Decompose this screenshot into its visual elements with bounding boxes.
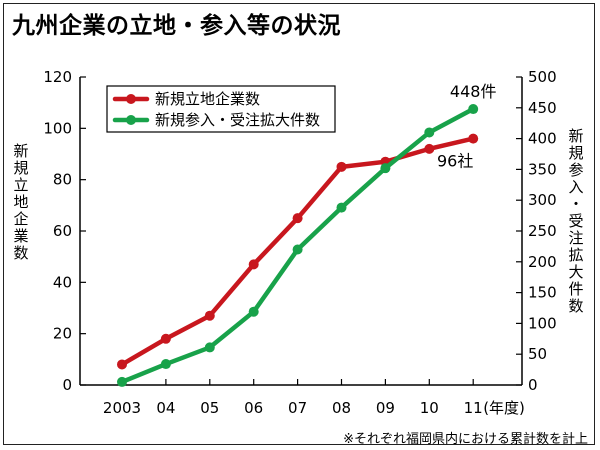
left-tick-label: 40 xyxy=(53,273,72,291)
green-end-label: 448件 xyxy=(450,82,497,101)
left-tick-label: 0 xyxy=(62,376,72,394)
right-tick-label: 350 xyxy=(528,160,557,178)
right-tick-label: 0 xyxy=(528,376,538,394)
data-point xyxy=(424,127,435,138)
data-point xyxy=(117,376,127,387)
x-tick-label: 10 xyxy=(420,399,439,417)
right-tick-label: 450 xyxy=(528,99,557,117)
left-tick-label: 100 xyxy=(43,119,72,137)
data-point xyxy=(204,310,215,321)
x-tick-label: 09 xyxy=(376,399,395,417)
data-point xyxy=(248,306,259,317)
left-tick-label: 80 xyxy=(53,171,72,189)
x-axis-unit: (年度) xyxy=(483,399,525,417)
data-point xyxy=(292,244,303,255)
data-point xyxy=(336,161,347,172)
left-tick-label: 20 xyxy=(53,325,72,343)
data-point xyxy=(248,259,259,270)
data-point xyxy=(292,213,303,224)
red-end-label: 96社 xyxy=(437,152,473,171)
right-tick-label: 100 xyxy=(528,314,557,332)
right-tick-label: 200 xyxy=(528,253,557,271)
footnote: ※それぞれ福岡県内における累計数を計上 xyxy=(343,432,588,447)
data-point xyxy=(204,342,215,353)
chart-title: 九州企業の立地・参入等の状況 xyxy=(12,13,341,39)
x-tick-label: 11 xyxy=(464,399,483,417)
right-tick-label: 250 xyxy=(528,222,557,240)
left-axis-label: 新 規 立 地 企 業 数 xyxy=(13,142,29,262)
data-point xyxy=(424,143,435,154)
data-point xyxy=(117,359,127,370)
legend-label: 新規参入・受注拡大件数 xyxy=(155,111,320,129)
data-point xyxy=(160,359,171,370)
right-tick-label: 500 xyxy=(528,68,557,86)
legend-box xyxy=(106,85,336,133)
data-point xyxy=(468,133,479,144)
legend-swatch-marker xyxy=(126,115,136,125)
legend-swatch-marker xyxy=(126,94,136,104)
chart-frame xyxy=(3,3,595,445)
x-tick-label: 05 xyxy=(200,399,219,417)
data-point xyxy=(380,163,391,174)
right-tick-label: 300 xyxy=(528,191,557,209)
data-point xyxy=(336,202,347,213)
x-tick-label: 2003 xyxy=(103,399,141,417)
left-tick-label: 60 xyxy=(53,222,72,240)
x-tick-label: 07 xyxy=(288,399,307,417)
right-tick-label: 50 xyxy=(528,345,547,363)
right-axis-label: 新 規 参 入 ・ 受 注 拡 大 件 数 xyxy=(568,127,584,315)
x-tick-label: 04 xyxy=(156,399,175,417)
data-point xyxy=(160,333,171,344)
right-tick-label: 150 xyxy=(528,284,557,302)
legend-label: 新規立地企業数 xyxy=(155,90,260,108)
left-tick-label: 120 xyxy=(43,68,72,86)
data-point xyxy=(468,104,479,115)
x-tick-label: 08 xyxy=(332,399,351,417)
x-tick-label: 06 xyxy=(244,399,263,417)
right-tick-label: 400 xyxy=(528,130,557,148)
